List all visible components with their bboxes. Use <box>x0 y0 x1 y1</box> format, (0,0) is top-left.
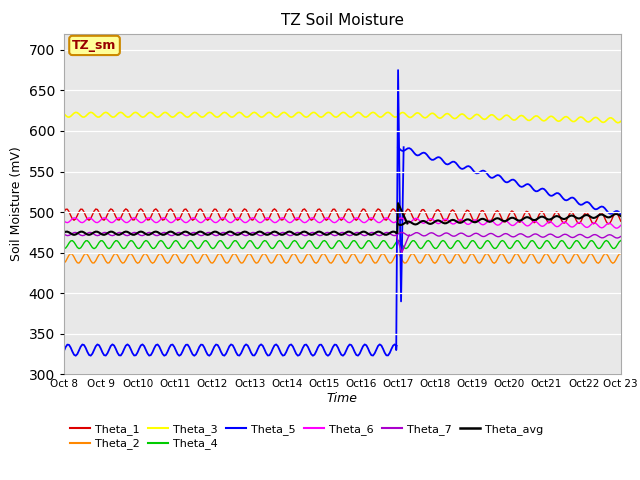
Theta_5 <box>407 146 415 152</box>
Theta_avg <box>617 213 625 219</box>
Theta_1 <box>409 214 417 219</box>
Theta_3 <box>506 115 514 120</box>
Theta_3 <box>409 114 417 120</box>
Theta_6 <box>404 220 412 226</box>
Theta_3 <box>404 113 412 119</box>
Line: Theta_avg: Theta_avg <box>398 214 621 225</box>
Theta_3 <box>399 109 407 115</box>
Theta_4 <box>435 244 442 250</box>
Legend: Theta_1, Theta_2, Theta_3, Theta_4, Theta_5, Theta_6, Theta_7, Theta_avg: Theta_1, Theta_2, Theta_3, Theta_4, Thet… <box>70 424 543 449</box>
Theta_2 <box>403 260 410 265</box>
Theta_2 <box>617 251 625 256</box>
Theta_avg <box>436 218 444 224</box>
Theta_3 <box>394 113 402 119</box>
Theta_4 <box>617 238 625 243</box>
Theta_5 <box>435 154 442 160</box>
Theta_5 <box>394 144 402 150</box>
Theta_3 <box>419 113 426 119</box>
Theta_4 <box>403 246 410 252</box>
Text: TZ_sm: TZ_sm <box>72 39 116 52</box>
Theta_3 <box>436 115 444 121</box>
Theta_avg <box>506 216 514 221</box>
Theta_1 <box>436 209 444 215</box>
Theta_1 <box>419 207 426 213</box>
Line: Theta_7: Theta_7 <box>398 232 621 238</box>
Theta_7 <box>404 232 412 238</box>
Theta_5 <box>403 146 410 152</box>
Theta_1 <box>403 208 410 214</box>
Title: TZ Soil Moisture: TZ Soil Moisture <box>281 13 404 28</box>
Theta_6 <box>489 218 497 224</box>
Theta_6 <box>617 222 625 228</box>
Theta_avg <box>397 222 405 228</box>
Theta_7 <box>614 235 621 241</box>
Theta_7 <box>409 231 417 237</box>
Theta_avg <box>394 221 402 227</box>
Theta_avg <box>612 211 620 217</box>
Theta_4 <box>521 246 529 252</box>
Theta_5 <box>614 208 621 214</box>
Theta_7 <box>394 231 402 237</box>
Theta_1 <box>489 216 497 221</box>
Theta_3 <box>617 119 625 124</box>
Theta_7 <box>489 231 497 237</box>
Theta_7 <box>397 229 405 235</box>
Line: Theta_6: Theta_6 <box>398 218 621 228</box>
Theta_avg <box>489 218 497 224</box>
Theta_1 <box>394 214 402 220</box>
Theta_6 <box>394 217 402 223</box>
Theta_6 <box>436 220 444 226</box>
Theta_avg <box>419 218 426 224</box>
Theta_6 <box>612 225 620 231</box>
Theta_6 <box>419 220 426 226</box>
Theta_5 <box>505 179 513 185</box>
Theta_2 <box>489 259 497 265</box>
Theta_2 <box>394 251 402 256</box>
Line: Theta_4: Theta_4 <box>398 240 621 249</box>
Theta_2 <box>550 260 557 266</box>
Theta_2 <box>407 252 415 257</box>
Theta_6 <box>409 217 417 223</box>
Theta_5 <box>617 211 625 217</box>
Theta_2 <box>436 253 444 259</box>
Theta_7 <box>506 233 514 239</box>
Y-axis label: Soil Moisture (mV): Soil Moisture (mV) <box>10 146 23 262</box>
Theta_avg <box>404 219 412 225</box>
Line: Theta_3: Theta_3 <box>398 112 621 123</box>
Line: Theta_2: Theta_2 <box>398 253 621 263</box>
Theta_6 <box>506 222 514 228</box>
Theta_7 <box>419 232 426 238</box>
Theta_4 <box>394 238 402 243</box>
Theta_avg <box>409 220 417 226</box>
Theta_3 <box>614 120 621 126</box>
Theta_2 <box>419 258 426 264</box>
Theta_2 <box>409 251 417 256</box>
Theta_4 <box>487 241 495 247</box>
Theta_1 <box>404 206 412 212</box>
Theta_1 <box>617 218 625 224</box>
Line: Theta_5: Theta_5 <box>398 147 621 214</box>
Theta_4 <box>407 240 415 245</box>
X-axis label: Time: Time <box>327 392 358 405</box>
Line: Theta_1: Theta_1 <box>398 209 621 224</box>
Theta_5 <box>417 151 424 157</box>
Theta_4 <box>505 245 513 251</box>
Theta_3 <box>489 112 497 118</box>
Theta_4 <box>417 246 424 252</box>
Theta_1 <box>506 210 514 216</box>
Theta_6 <box>397 215 405 221</box>
Theta_4 <box>602 238 610 243</box>
Theta_7 <box>436 233 444 239</box>
Theta_7 <box>617 234 625 240</box>
Theta_2 <box>506 260 514 265</box>
Theta_1 <box>604 221 612 227</box>
